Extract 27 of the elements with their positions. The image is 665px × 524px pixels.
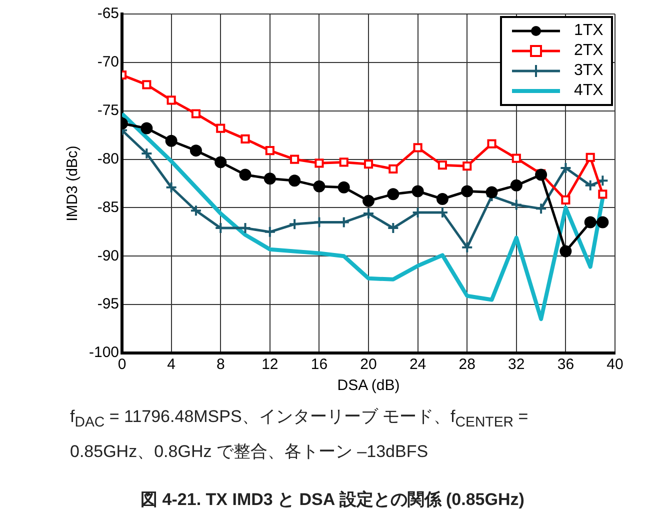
legend-label: 3TX bbox=[574, 61, 604, 81]
text: 図 4-21. TX IMD3 と DSA 設定との関係 (0.85GHz) bbox=[140, 489, 526, 511]
y-tick-label: -70 bbox=[97, 54, 120, 71]
y-tick-label: -65 bbox=[97, 5, 120, 22]
x-tick-label: 28 bbox=[458, 356, 476, 374]
x-tick-label: 24 bbox=[409, 356, 426, 374]
x-tick-label: 8 bbox=[216, 356, 225, 374]
y-tick-label: -85 bbox=[97, 198, 120, 216]
x-tick-label: 4 bbox=[167, 356, 176, 374]
y-tick-label: -95 bbox=[97, 296, 120, 313]
y-tick-label: -75 bbox=[97, 102, 120, 119]
y-tick-label: -80 bbox=[97, 150, 120, 168]
legend-label: 2TX bbox=[574, 41, 604, 61]
legend-label: 1TX bbox=[574, 21, 604, 41]
x-tick-label: 32 bbox=[508, 356, 525, 374]
x-tick-label: 36 bbox=[557, 356, 574, 374]
text: f$_{DAC}$ = 11796.48MSPS、インターリーブ モード、f$_{CENTER}$ = 0.85GHz、0.8GHz で整合、各トーン –13dBFS bbox=[70, 407, 528, 462]
x-tick-label: 40 bbox=[606, 356, 624, 374]
legend-label: 4TX bbox=[574, 81, 604, 101]
x-tick-label: 12 bbox=[262, 356, 278, 374]
y-tick-label: -100 bbox=[88, 344, 120, 362]
x-axis-title: DSA (dB) bbox=[337, 377, 400, 394]
y-tick-label: -90 bbox=[97, 247, 120, 264]
x-tick-label: 0 bbox=[118, 356, 126, 374]
y-axis-title: IMD3 (dBc) bbox=[64, 146, 82, 222]
x-tick-label: 16 bbox=[310, 356, 328, 374]
x-tick-label: 20 bbox=[360, 356, 377, 374]
